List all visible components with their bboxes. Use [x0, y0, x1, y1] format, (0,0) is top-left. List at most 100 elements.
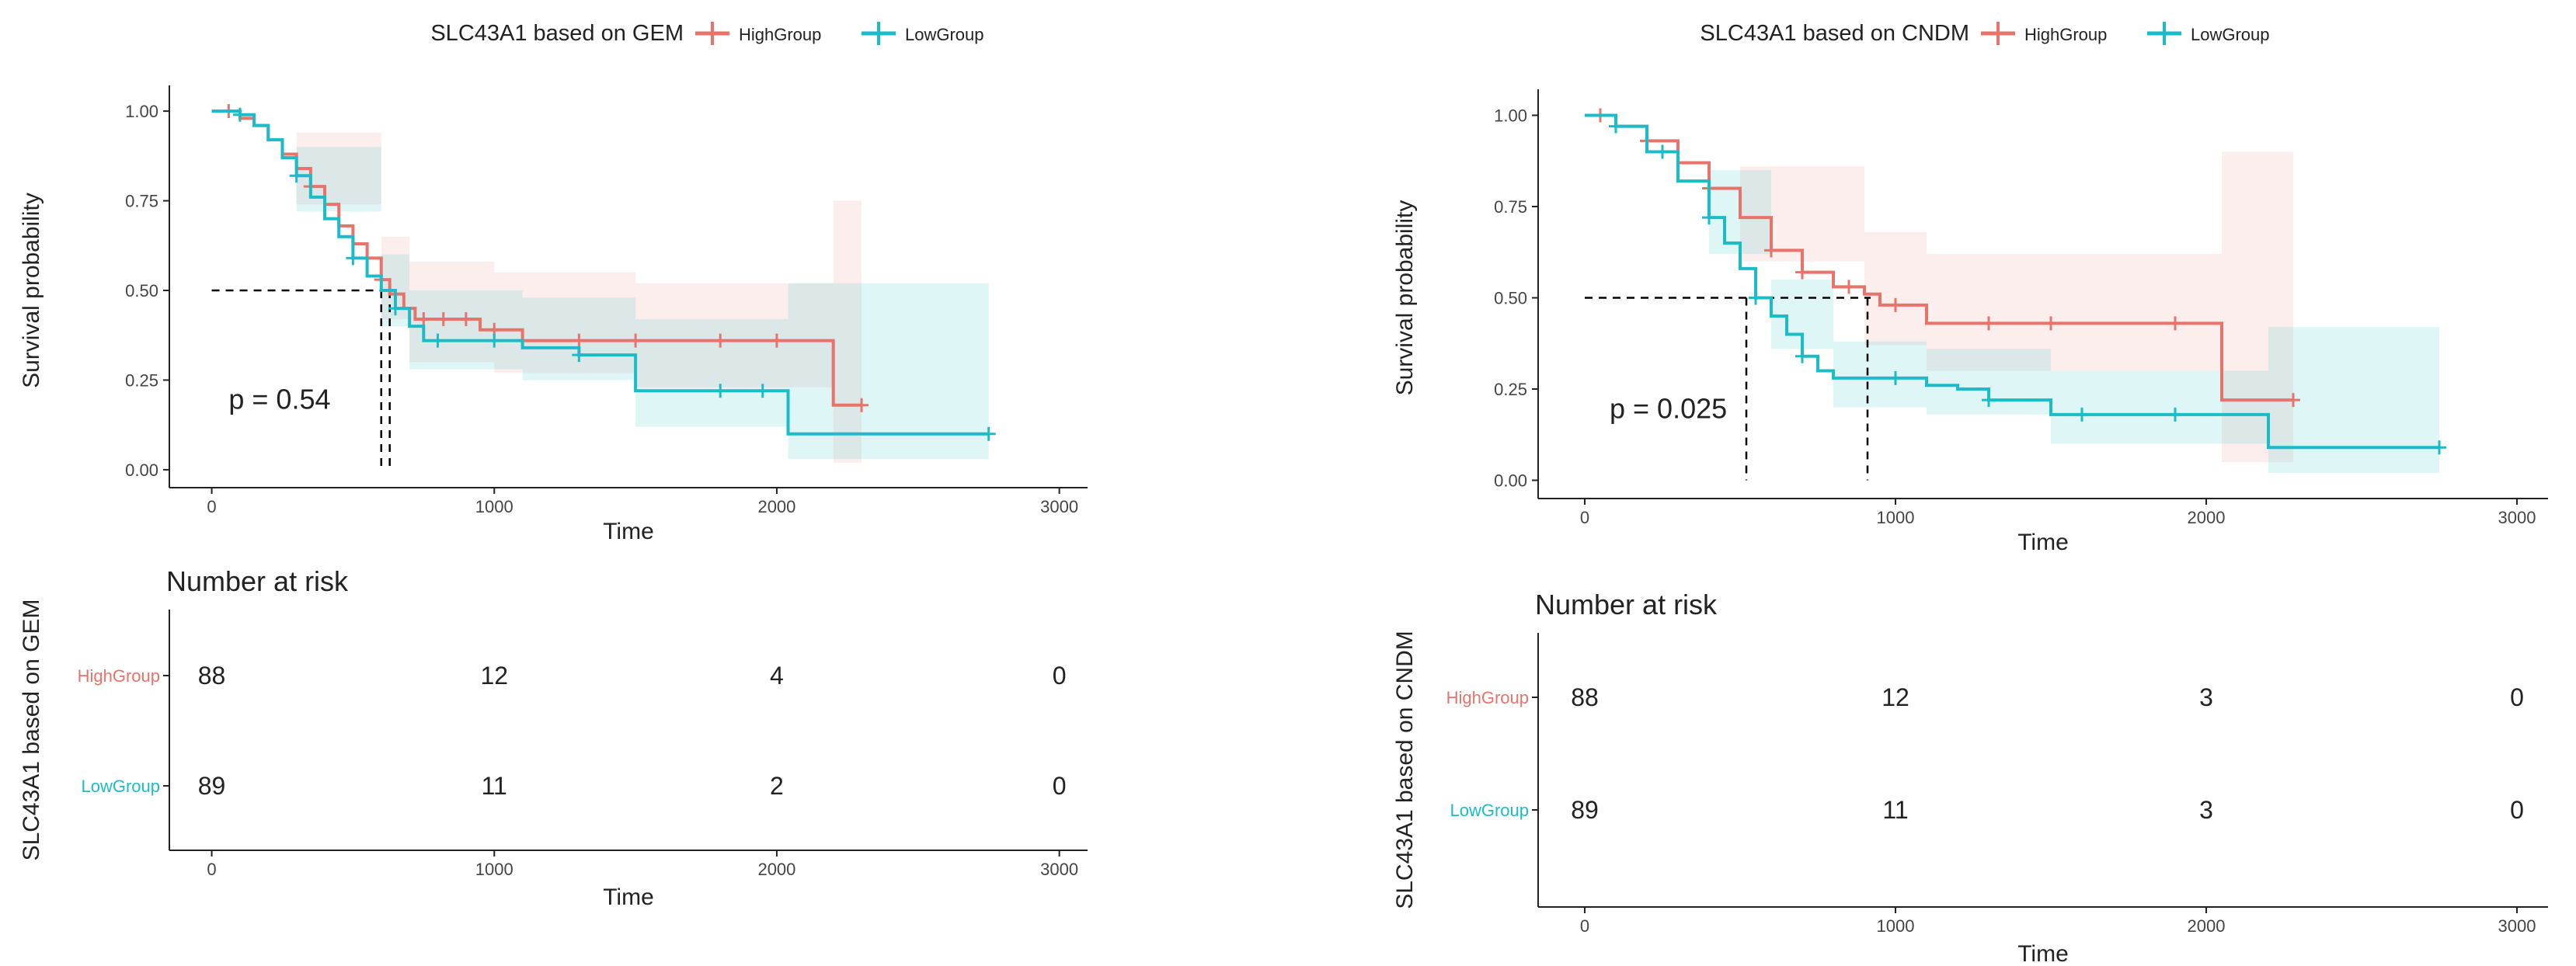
y-tick-label: 0.50	[125, 281, 158, 301]
censor-mark	[430, 333, 445, 348]
censor-mark	[2044, 316, 2058, 331]
y-tick-label: 1.00	[1494, 106, 1527, 126]
risk-count: 12	[480, 662, 508, 690]
x-tick-label: 1000	[475, 497, 513, 516]
risk-x-tick-label: 3000	[2498, 916, 2536, 936]
legend-label-lowgroup: LowGroup	[905, 25, 984, 44]
censor-mark	[755, 384, 770, 398]
censor-mark	[1795, 349, 1809, 363]
censor-mark	[1749, 290, 1763, 305]
risk-count: 88	[198, 662, 226, 690]
y-axis-title: Survival probability	[19, 193, 44, 388]
censor-mark	[1764, 243, 1778, 258]
x-axis-title: Time	[603, 519, 654, 544]
censor-mark	[1888, 297, 1902, 312]
censor-mark	[981, 426, 996, 441]
survival-curve-highgroup	[1585, 113, 2293, 402]
censor-mark	[1982, 316, 1996, 331]
censor-mark	[1795, 265, 1809, 280]
risk-row-label-highgroup: HighGroup	[1446, 688, 1529, 707]
censor-mark	[1655, 144, 1669, 159]
x-tick-label: 3000	[1040, 497, 1078, 516]
p-value-label: p = 0.54	[228, 383, 330, 415]
risk-count: 3	[2199, 796, 2213, 824]
risk-count: 11	[1882, 796, 1908, 824]
ci-band-lowgroup	[1585, 115, 2439, 474]
x-tick-label: 2000	[757, 497, 795, 516]
risk-x-tick-label: 3000	[1040, 860, 1078, 879]
censor-mark	[487, 333, 502, 348]
risk-count: 88	[1571, 683, 1599, 711]
censor-mark	[713, 384, 728, 398]
y-tick-label: 0.50	[1494, 289, 1527, 308]
censor-mark	[2432, 440, 2446, 455]
risk-x-tick-label: 0	[1580, 916, 1589, 936]
censor-mark	[1888, 370, 1902, 385]
x-axis-title: Time	[2017, 530, 2069, 555]
risk-row-label-highgroup: HighGroup	[78, 666, 160, 686]
risk-row-label-lowgroup: LowGroup	[1450, 801, 1529, 820]
risk-table-title: Number at risk	[1535, 589, 1718, 620]
y-tick-label: 0.00	[1494, 471, 1527, 491]
ci-band-highgroup	[211, 111, 862, 463]
x-tick-label: 1000	[1877, 508, 1915, 527]
risk-count: 0	[1053, 772, 1067, 800]
y-tick-label: 0.25	[1494, 380, 1527, 399]
risk-count: 89	[198, 772, 226, 800]
x-tick-label: 3000	[2498, 508, 2536, 527]
y-axis-title: Survival probability	[1392, 200, 1418, 396]
risk-x-tick-label: 1000	[1877, 916, 1915, 936]
risk-y-axis-title: SLC43A1 based on CNDM	[1392, 631, 1418, 909]
risk-x-tick-label: 2000	[2188, 916, 2226, 936]
censor-mark	[1609, 119, 1623, 134]
censor-mark	[572, 348, 587, 363]
ci-band-highgroup	[1585, 115, 2293, 462]
y-tick-label: 0.75	[125, 192, 158, 211]
risk-table-title: Number at risk	[166, 565, 349, 597]
x-tick-label: 2000	[2188, 508, 2226, 527]
y-tick-label: 0.00	[125, 460, 158, 480]
censor-mark	[289, 169, 304, 183]
ci-band-lowgroup	[211, 111, 989, 460]
x-tick-label: 0	[207, 497, 216, 516]
y-tick-label: 0.75	[1494, 197, 1527, 217]
censor-mark	[232, 107, 247, 122]
risk-count: 0	[1053, 662, 1067, 690]
risk-count: 89	[1571, 796, 1599, 824]
risk-count: 12	[1882, 683, 1909, 711]
censor-mark	[769, 333, 784, 348]
censor-mark	[346, 251, 360, 266]
chart-title: SLC43A1 based on GEM	[430, 21, 684, 46]
risk-count: 2	[770, 772, 784, 800]
risk-y-axis-title: SLC43A1 based on GEM	[19, 599, 44, 861]
risk-count: 3	[2199, 683, 2213, 711]
risk-count: 0	[2510, 796, 2524, 824]
risk-row-label-lowgroup: LowGroup	[81, 777, 160, 796]
censor-mark	[2168, 316, 2182, 331]
censor-mark	[436, 311, 451, 326]
risk-x-axis-title: Time	[603, 884, 654, 910]
legend-label-highgroup: HighGroup	[739, 25, 821, 44]
y-tick-label: 1.00	[125, 102, 158, 121]
legend-label-highgroup: HighGroup	[2024, 25, 2107, 44]
legend-label-lowgroup: LowGroup	[2191, 25, 2270, 44]
risk-x-tick-label: 2000	[757, 860, 795, 879]
risk-count: 0	[2510, 683, 2524, 711]
p-value-label: p = 0.025	[1610, 393, 1727, 425]
censor-mark	[2075, 407, 2089, 422]
censor-mark	[2286, 393, 2300, 408]
censor-mark	[855, 398, 869, 412]
km-panel-2: SLC43A1 based on CNDM HighGroup LowGroup 0.…	[1392, 21, 2548, 966]
censor-mark	[388, 301, 402, 316]
chart-title: SLC43A1 based on CNDM	[1700, 21, 1969, 46]
y-tick-label: 0.25	[125, 370, 158, 390]
censor-mark	[1842, 280, 1856, 294]
censor-mark	[572, 333, 587, 348]
censor-mark	[416, 311, 431, 326]
censor-mark	[713, 333, 728, 348]
risk-count: 4	[770, 662, 784, 690]
risk-count: 11	[482, 772, 507, 800]
censor-mark	[628, 333, 643, 348]
risk-x-tick-label: 0	[207, 860, 216, 879]
